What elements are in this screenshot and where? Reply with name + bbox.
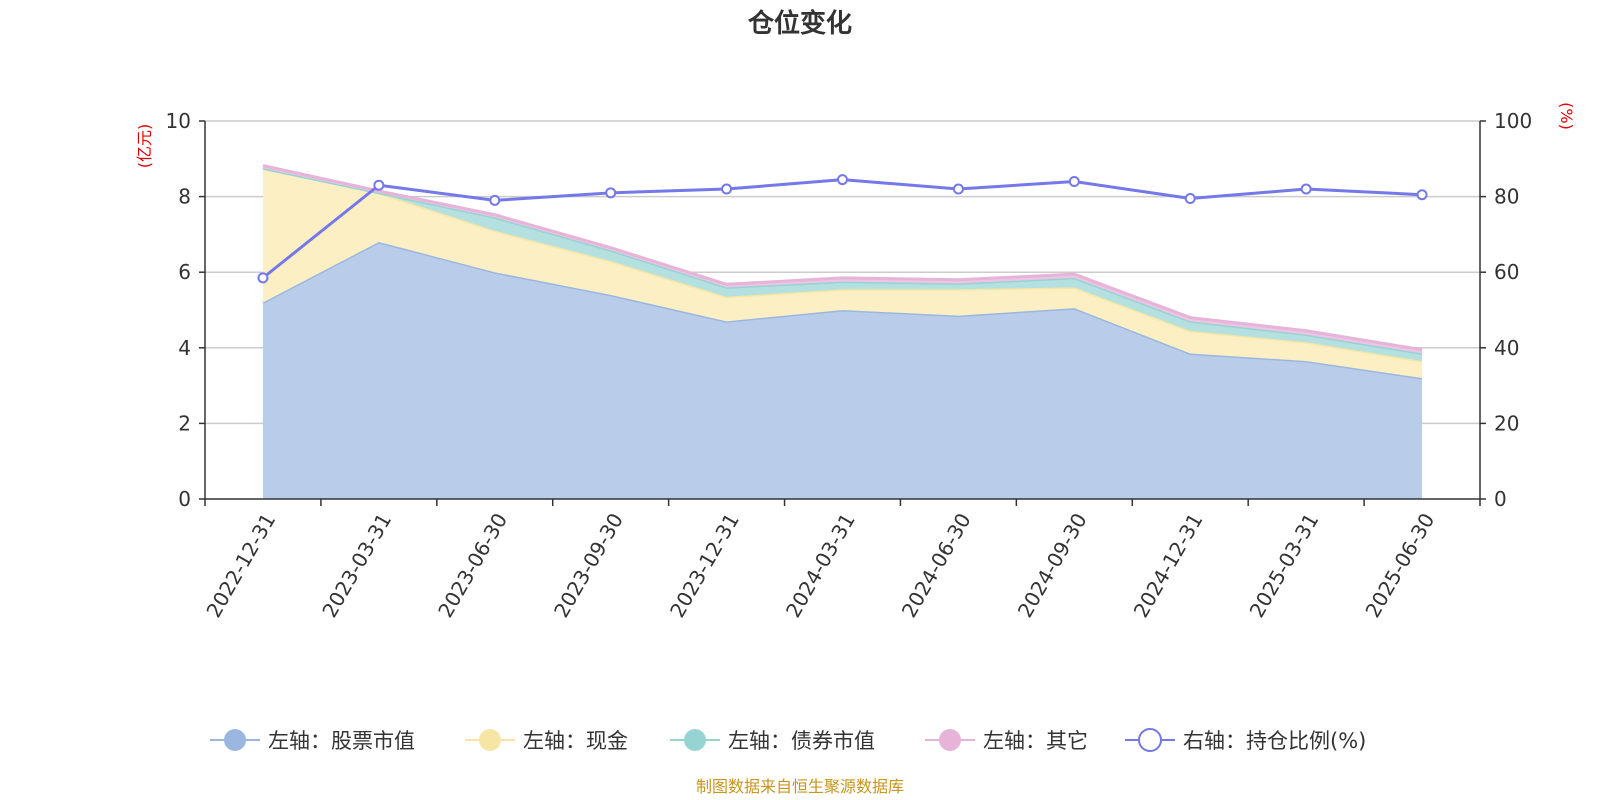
left-axis-tick-label: 2 [178,411,191,435]
legend-item[interactable]: 右轴：持仓比例(%) [1125,728,1366,753]
area-edge-左轴：其它 [262,164,1423,352]
legend-marker [939,729,961,751]
right-axis-tick-label: 40 [1494,336,1519,360]
right-axis-tick-label: 100 [1494,109,1532,133]
ratio-point[interactable] [721,183,733,195]
chart-title: 仓位变化 [747,8,852,39]
left-axis-tick-label: 4 [178,336,191,360]
x-axis-tick-label: 2023-06-30 [433,509,512,622]
left-axis-tick-label: 8 [178,185,191,209]
left-axis-tick-label: 0 [178,487,191,511]
legend-marker [684,729,706,751]
left-axis-tick-label: 10 [166,109,191,133]
right-axis-tick-label: 60 [1494,260,1519,284]
x-axis-tick-label: 2024-06-30 [897,509,976,622]
x-axis-tick-label: 2023-03-31 [317,509,396,622]
x-axis-tick-label: 2024-09-30 [1013,509,1092,622]
x-axis-tick-label: 2023-12-31 [665,509,744,622]
ratio-point[interactable] [952,183,964,195]
legend-label: 左轴：债券市值 [728,729,875,753]
legend-item[interactable]: 左轴：现金 [465,729,628,753]
legend[interactable]: 左轴：股票市值 左轴：现金 左轴：债券市值 左轴：其它 右轴：持仓比例(%) [210,728,1366,753]
ratio-point[interactable] [1300,183,1312,195]
ratio-point[interactable] [1416,189,1428,201]
data-source-note: 制图数据来自恒生聚源数据库 [696,777,904,796]
ratio-point[interactable] [489,194,501,206]
legend-marker [479,729,501,751]
ratio-point[interactable] [605,187,617,199]
x-axis-tick-label: 2024-03-31 [781,509,860,622]
area-左轴：股票市值 [262,241,1423,499]
right-axis-unit: (%) [1557,102,1576,130]
x-axis-tick-label: 2022-12-31 [201,509,280,622]
ratio-point[interactable] [373,179,385,191]
x-axis-tick-label: 2025-03-31 [1245,509,1324,622]
x-axis-tick-label: 2025-06-30 [1360,509,1439,622]
legend-item[interactable]: 左轴：股票市值 [210,729,415,753]
area-左轴：现金 [262,168,1423,379]
legend-item[interactable]: 左轴：其它 [925,729,1088,753]
legend-marker [224,729,246,751]
ratio-point[interactable] [257,272,269,284]
legend-label: 右轴：持仓比例(%) [1183,729,1366,753]
x-axis-tick-label: 2023-09-30 [549,509,628,622]
ratio-point[interactable] [837,174,848,186]
legend-label: 左轴：其它 [983,729,1088,753]
ratio-line-series [257,174,1428,284]
right-axis-tick-label: 80 [1494,185,1519,209]
left-axis-tick-label: 6 [178,260,191,284]
ratio-point[interactable] [1068,175,1080,187]
legend-label: 左轴：股票市值 [268,729,415,753]
right-axis-tick-label: 0 [1494,487,1507,511]
right-axis-tick-label: 20 [1494,411,1519,435]
legend-marker [1138,728,1162,752]
legend-item[interactable]: 左轴：债券市值 [670,729,875,753]
ratio-point[interactable] [1184,192,1196,204]
left-axis-unit: (亿元) [135,124,154,169]
area-左轴：债券市值 [262,168,1423,362]
x-axis-tick-label: 2024-12-31 [1129,509,1208,622]
legend-label: 左轴：现金 [523,729,628,753]
stacked-areas [262,164,1423,499]
